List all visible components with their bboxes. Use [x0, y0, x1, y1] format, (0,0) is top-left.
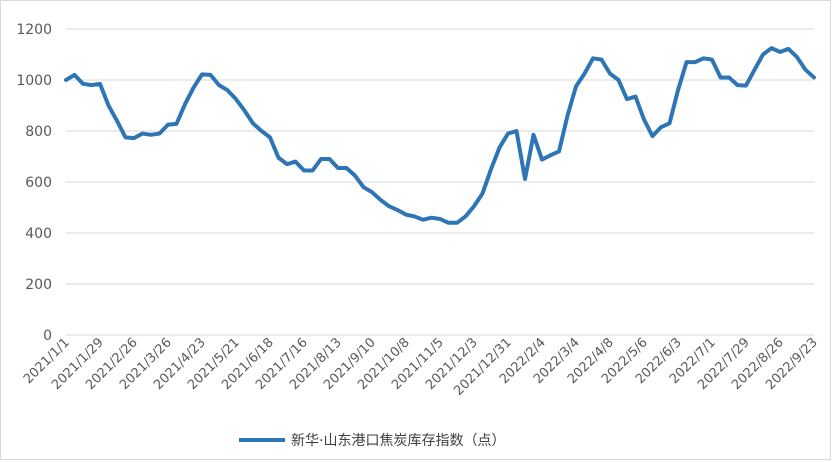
series-line	[64, 46, 816, 225]
y-tick-label: 600	[25, 175, 52, 191]
legend: 新华·山东港口焦炭库存指数（点）	[239, 433, 505, 449]
y-tick-label: 1200	[16, 22, 52, 38]
y-tick-label: 800	[25, 124, 52, 140]
y-tick-label: 1000	[16, 73, 52, 89]
series-layer	[64, 46, 816, 225]
y-tick-label: 400	[25, 226, 52, 242]
legend-label: 新华·山东港口焦炭库存指数（点）	[291, 433, 505, 449]
x-axis-ticks: 2021/1/12021/1/292021/2/262021/3/262021/…	[21, 335, 821, 399]
y-axis-ticks: 0 200 400 600 800 1000 1200	[16, 22, 52, 344]
y-tick-label: 200	[25, 277, 52, 293]
gridlines	[66, 28, 814, 285]
y-tick-label: 0	[43, 328, 52, 344]
